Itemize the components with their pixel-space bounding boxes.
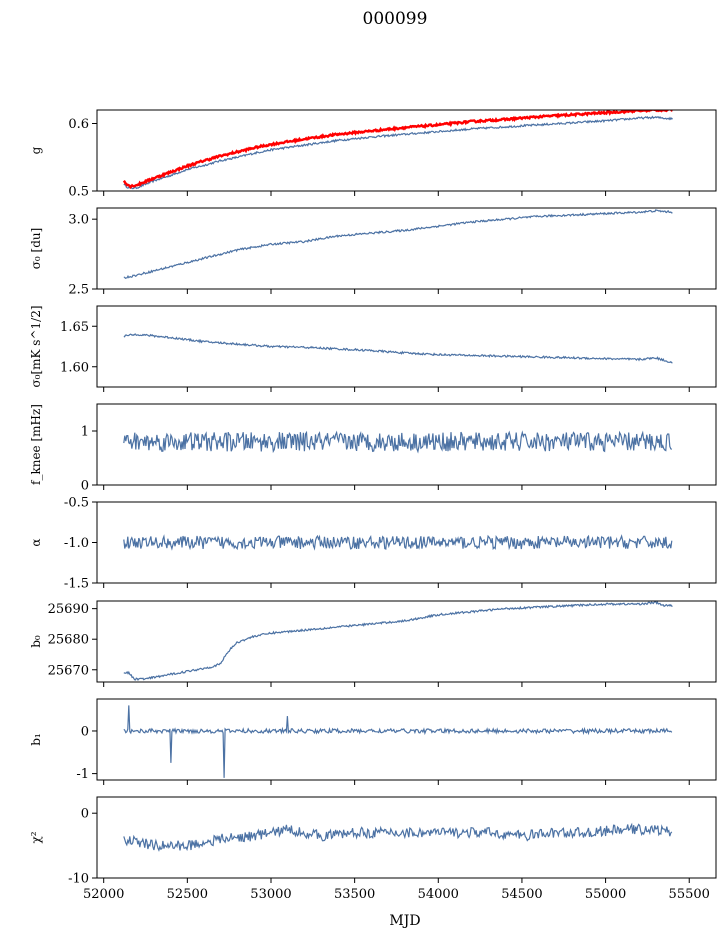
axes-frame bbox=[96, 698, 717, 781]
x-axis-label: MJD bbox=[389, 913, 420, 929]
series-line-1-2 bbox=[122, 110, 673, 190]
axes-frame bbox=[96, 305, 717, 388]
y-tick-label: 0.6 bbox=[68, 117, 89, 132]
y-tick-label: -10 bbox=[68, 872, 89, 887]
series-line-6-1 bbox=[123, 601, 673, 681]
y-tick-label: 0 bbox=[81, 807, 89, 822]
y-tick-label: 0 bbox=[81, 479, 89, 494]
series-line-1-1 bbox=[123, 115, 673, 190]
series-line-5-1 bbox=[123, 534, 673, 551]
chart-title: 000099 bbox=[363, 9, 428, 29]
y-tick-label: -0.5 bbox=[64, 496, 89, 511]
y-tick-label: 0 bbox=[81, 724, 89, 739]
y-axis-label: α bbox=[29, 538, 43, 546]
y-axis-label: b₀ bbox=[29, 635, 43, 648]
x-tick-label: 53500 bbox=[334, 887, 375, 902]
y-tick-label: -1 bbox=[76, 767, 89, 782]
panel-3: 1.60 1.65 σ₀[mK s^1/2] bbox=[29, 305, 717, 392]
y-axis-label: b₁ bbox=[29, 733, 43, 746]
y-tick-label: 25680 bbox=[48, 633, 89, 648]
axes-frame bbox=[96, 109, 717, 192]
y-tick-label: 25690 bbox=[48, 602, 89, 617]
panel-7: -1 0 b₁ bbox=[29, 698, 717, 785]
axes-frame bbox=[96, 403, 717, 486]
panels: 0.5 0.6 g 2.5 3.0 σ₀ [du] 1.60 1.65 σ₀[mK s^1/2]… bbox=[29, 109, 717, 902]
y-tick-label: -1.5 bbox=[64, 577, 89, 592]
y-tick-label: 25670 bbox=[48, 663, 89, 678]
y-axis-label: f_knee [mHz] bbox=[29, 404, 43, 485]
y-axis-label: σ₀ [du] bbox=[29, 228, 43, 270]
x-tick-label: 55500 bbox=[669, 887, 710, 902]
y-axis-label: g bbox=[29, 146, 43, 154]
panel-8: -10 0 52000 52500 53000 53500 54000 54500 55000 5… bbox=[29, 796, 717, 902]
panel-2: 2.5 3.0 σ₀ [du] bbox=[29, 207, 717, 298]
x-tick-label: 52500 bbox=[167, 887, 208, 902]
y-tick-label: 0.5 bbox=[68, 185, 89, 200]
y-tick-label: 1.60 bbox=[60, 360, 89, 375]
series-line-8-1 bbox=[123, 822, 673, 852]
y-tick-label: -1.0 bbox=[64, 536, 89, 551]
y-axis-label: σ₀[mK s^1/2] bbox=[29, 305, 43, 387]
y-tick-label: 2.5 bbox=[68, 283, 89, 298]
panel-5: -1.5 -1.0 -0.5 α bbox=[29, 496, 717, 592]
x-tick-label: 54500 bbox=[501, 887, 542, 902]
series-line-7-1 bbox=[123, 705, 673, 778]
series-line-3-1 bbox=[123, 333, 673, 364]
x-tick-label: 52000 bbox=[83, 887, 124, 902]
series-line-2-1 bbox=[123, 209, 673, 280]
panel-1: 0.5 0.6 g bbox=[29, 109, 717, 200]
axes-frame bbox=[96, 600, 717, 683]
series-line-4-1 bbox=[123, 430, 673, 454]
y-tick-label: 1 bbox=[81, 425, 89, 440]
y-tick-label: 3.0 bbox=[68, 213, 89, 228]
panel-6: 25670 25680 25690 b₀ bbox=[29, 600, 717, 687]
x-tick-label: 55000 bbox=[585, 887, 626, 902]
axes-frame bbox=[96, 796, 717, 879]
panel-4: 0 1 f_knee [mHz] bbox=[29, 403, 717, 494]
y-axis-label: χ² bbox=[29, 831, 43, 843]
x-tick-label: 54000 bbox=[418, 887, 459, 902]
x-tick-label: 53000 bbox=[250, 887, 291, 902]
y-tick-label: 1.65 bbox=[60, 320, 89, 335]
axes-frame bbox=[96, 207, 717, 290]
